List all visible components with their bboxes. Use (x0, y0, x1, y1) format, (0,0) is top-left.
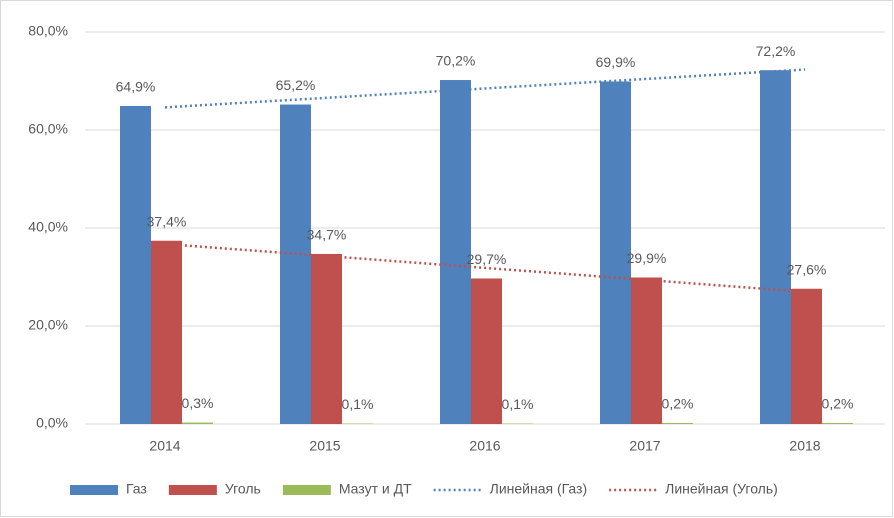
bar (791, 288, 822, 424)
y-tick-label: 20,0% (28, 317, 68, 333)
data-label: 72,2% (756, 43, 796, 59)
bar (280, 104, 311, 425)
data-label: 70,2% (436, 53, 476, 69)
bar (151, 240, 182, 424)
data-label: 0,2% (662, 396, 694, 412)
data-label: 29,7% (467, 251, 507, 267)
x-tick-label: 2014 (149, 438, 180, 454)
bar (120, 105, 151, 425)
x-tick-label: 2016 (469, 438, 500, 454)
data-label: 0,2% (822, 396, 854, 412)
bar (760, 70, 791, 424)
bar (822, 423, 853, 424)
legend-label: Газ (126, 481, 147, 497)
trendline (164, 68, 806, 109)
legend-label: Уголь (225, 481, 261, 497)
data-label: 0,3% (182, 395, 214, 411)
bar (631, 277, 662, 424)
data-label: 29,9% (627, 250, 667, 266)
y-tick-label: 40,0% (28, 219, 68, 235)
data-label: 37,4% (147, 213, 187, 229)
data-label: 65,2% (276, 77, 316, 93)
legend-label: Линейная (Уголь) (665, 481, 778, 497)
data-label: 64,9% (116, 79, 156, 95)
legend-label: Мазут и ДТ (339, 481, 412, 497)
data-label: 0,1% (502, 396, 534, 412)
y-tick-label: 0,0% (36, 415, 68, 431)
x-tick-label: 2017 (629, 438, 660, 454)
x-tick-label: 2015 (309, 438, 340, 454)
legend-label: Линейная (Газ) (490, 481, 588, 497)
data-label: 27,6% (787, 261, 827, 277)
x-tick-label: 2018 (789, 438, 820, 454)
legend-swatch (282, 485, 331, 495)
legend-swatch (70, 485, 118, 495)
trendline (164, 242, 806, 294)
bar (662, 423, 693, 424)
data-label: 69,9% (596, 54, 636, 70)
bar (600, 81, 631, 425)
bar (471, 278, 502, 424)
y-tick-label: 80,0% (28, 23, 68, 39)
bar (311, 253, 342, 424)
data-label: 0,1% (342, 396, 374, 412)
legend-swatch (168, 485, 217, 495)
data-label: 34,7% (307, 227, 347, 243)
y-tick-label: 60,0% (28, 121, 68, 137)
bar (440, 80, 471, 425)
bar (182, 422, 213, 424)
